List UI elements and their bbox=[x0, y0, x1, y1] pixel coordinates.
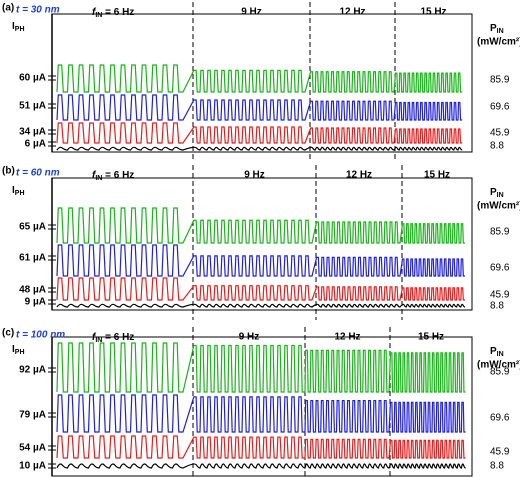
subscript: IN bbox=[95, 175, 102, 182]
waveform bbox=[56, 244, 465, 277]
frequency-label: 12 Hz bbox=[334, 332, 360, 343]
current-header: IPH bbox=[12, 185, 25, 197]
current-label: 51 µA bbox=[19, 101, 46, 112]
waveform bbox=[56, 122, 463, 144]
thickness: t = 60 nm bbox=[16, 168, 60, 179]
power-header: PIN bbox=[490, 346, 504, 358]
power-value: 69.6 bbox=[490, 413, 510, 424]
power-header: PIN bbox=[490, 23, 504, 35]
subscript: IN bbox=[497, 192, 504, 199]
power-value: 45.9 bbox=[490, 447, 510, 458]
subscript: IN bbox=[497, 28, 504, 35]
frequency-label: fIN = 6 Hz bbox=[92, 332, 134, 344]
waveform bbox=[56, 277, 465, 301]
power-unit: (mW/cm²) bbox=[477, 201, 520, 212]
power-header: PIN bbox=[490, 187, 504, 199]
frequency-label: 12 Hz bbox=[346, 170, 372, 181]
current-label: 92 µA bbox=[19, 365, 46, 376]
current-label: 48 µA bbox=[19, 285, 46, 296]
waveform bbox=[56, 64, 463, 93]
thickness: t = 30 nm bbox=[16, 5, 60, 16]
frequency-label: fIN = 6 Hz bbox=[92, 7, 134, 19]
text: = 6 Hz bbox=[102, 170, 134, 181]
symbol: I bbox=[12, 344, 15, 355]
current-label: 54 µA bbox=[19, 443, 46, 454]
symbol: f bbox=[92, 7, 97, 18]
frequency-label: fIN = 6 Hz bbox=[92, 170, 134, 182]
waveform bbox=[56, 394, 466, 433]
symbol: P bbox=[490, 23, 497, 34]
power-value: 8.8 bbox=[490, 461, 504, 472]
symbol: I bbox=[12, 185, 15, 196]
current-label: 6 µA bbox=[25, 139, 46, 150]
subscript: IN bbox=[497, 351, 504, 358]
current-label: 10 µA bbox=[19, 461, 46, 472]
current-header: IPH bbox=[12, 21, 25, 33]
power-value: 85.9 bbox=[490, 75, 510, 86]
frequency-label: 15 Hz bbox=[424, 170, 450, 181]
frequency-label: 12 Hz bbox=[339, 7, 365, 18]
panel-label: (c) bbox=[2, 328, 14, 339]
thickness: t = 100 nm bbox=[16, 330, 65, 341]
symbol: I bbox=[12, 21, 15, 32]
current-header: IPH bbox=[12, 344, 25, 356]
frequency-label: 9 Hz bbox=[239, 332, 260, 343]
current-label: 60 µA bbox=[19, 73, 46, 84]
power-value: 85.9 bbox=[490, 227, 510, 238]
power-value: 45.9 bbox=[490, 290, 510, 301]
power-value: 69.6 bbox=[490, 263, 510, 274]
subscript: PH bbox=[15, 26, 25, 33]
current-label: 34 µA bbox=[19, 127, 46, 138]
text: = 6 Hz bbox=[102, 7, 134, 18]
subscript: IN bbox=[95, 337, 102, 344]
current-label: 9 µA bbox=[25, 297, 46, 308]
frequency-label: 15 Hz bbox=[418, 332, 444, 343]
power-value: 69.6 bbox=[490, 102, 510, 113]
power-value: 45.9 bbox=[490, 128, 510, 139]
power-value: 8.8 bbox=[490, 141, 504, 152]
waveform bbox=[56, 342, 466, 393]
power-value: 8.8 bbox=[490, 301, 504, 312]
current-label: 79 µA bbox=[19, 410, 46, 421]
text: = 6 Hz bbox=[102, 332, 134, 343]
waveform bbox=[56, 207, 465, 244]
symbol: f bbox=[92, 332, 97, 343]
current-label: 61 µA bbox=[19, 253, 46, 264]
subscript: PH bbox=[15, 190, 25, 197]
waveform bbox=[56, 94, 463, 121]
waveform bbox=[56, 435, 466, 459]
symbol: f bbox=[92, 170, 97, 181]
panel-label: (a) bbox=[2, 3, 14, 14]
symbol: P bbox=[490, 187, 497, 198]
frequency-label: 9 Hz bbox=[241, 7, 262, 18]
panel-label: (b) bbox=[2, 166, 15, 177]
waveform bbox=[56, 146, 463, 151]
frequency-label: 9 Hz bbox=[244, 170, 265, 181]
symbol: P bbox=[490, 346, 497, 357]
power-value: 85.9 bbox=[490, 367, 510, 378]
power-unit: (mW/cm²) bbox=[477, 360, 520, 371]
subscript: PH bbox=[15, 349, 25, 356]
waveform bbox=[56, 303, 466, 308]
frequency-label: 15 Hz bbox=[420, 7, 446, 18]
waveform bbox=[56, 463, 466, 469]
current-label: 65 µA bbox=[19, 222, 46, 233]
power-unit: (mW/cm²) bbox=[477, 37, 520, 48]
subscript: IN bbox=[95, 12, 102, 19]
